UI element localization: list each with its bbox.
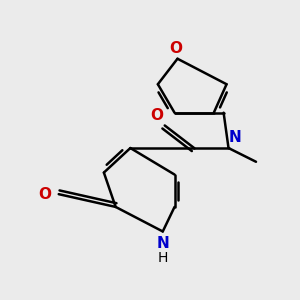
- Text: O: O: [150, 107, 163, 122]
- Text: O: O: [38, 187, 51, 202]
- Text: O: O: [169, 41, 182, 56]
- Text: H: H: [158, 250, 168, 265]
- Text: N: N: [156, 236, 169, 251]
- Text: N: N: [229, 130, 242, 145]
